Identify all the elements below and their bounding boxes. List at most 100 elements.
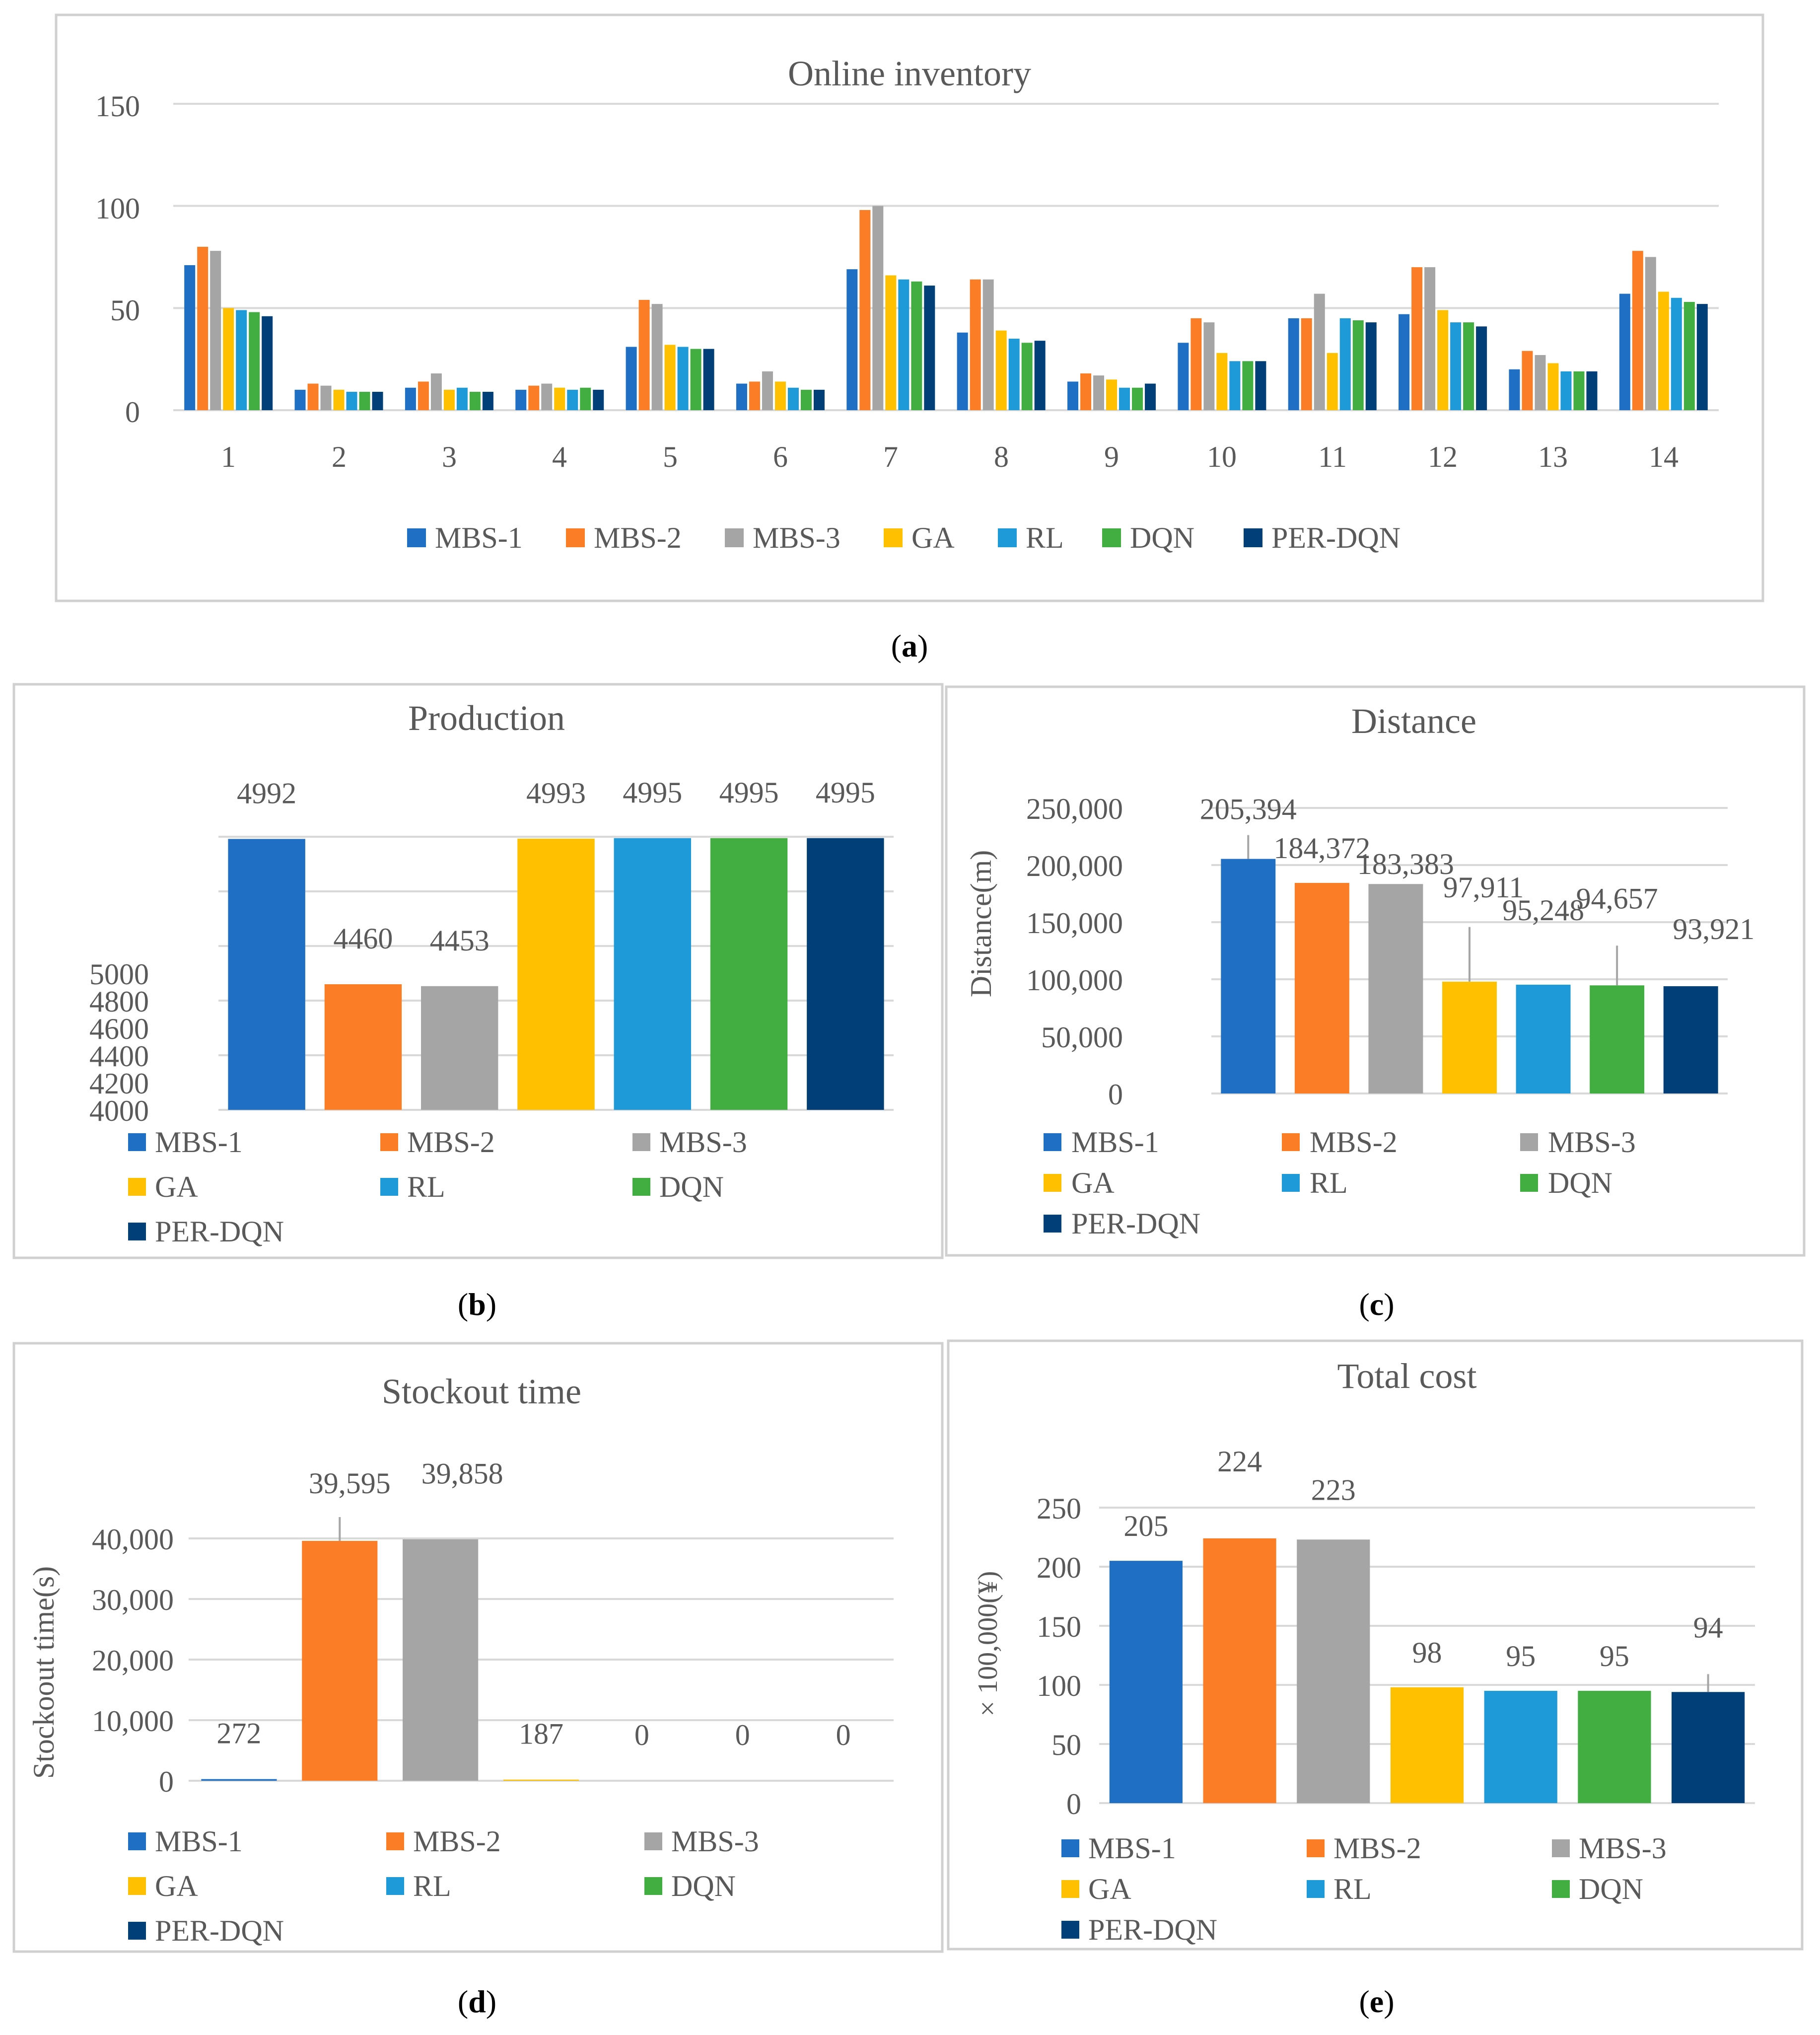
legend-label-mbs2: MBS-2 xyxy=(594,521,682,554)
bar-dqn-9 xyxy=(1132,388,1143,410)
bar-mbs2-7 xyxy=(859,210,870,410)
panel-b-frame xyxy=(14,684,942,1258)
bar-ga-14 xyxy=(1658,291,1669,410)
legend-swatch-mbs2 xyxy=(1282,1133,1300,1151)
legend-label-ga: GA xyxy=(911,521,955,554)
chart-a-ytick: 50 xyxy=(110,294,140,327)
bar-mbs2-14 xyxy=(1632,251,1643,410)
chart-c-ytick: 100,000 xyxy=(1026,964,1123,997)
bar-rl-13 xyxy=(1560,371,1571,410)
data-label-dqn: 95 xyxy=(1600,1640,1629,1672)
bar-mbs2 xyxy=(1203,1538,1276,1803)
data-label-dqn: 94,657 xyxy=(1576,882,1658,915)
bar-rl-4 xyxy=(567,390,578,410)
chart-d-ytick: 40,000 xyxy=(92,1523,174,1556)
legend-label-ga: GA xyxy=(1088,1873,1131,1905)
legend-swatch-mbs3 xyxy=(644,1832,662,1850)
data-label-ga: 98 xyxy=(1412,1636,1442,1669)
caption-a: (a) xyxy=(891,628,928,663)
bar-mbs3-3 xyxy=(431,373,442,410)
chart-a-xtick: 9 xyxy=(1104,440,1119,473)
bar-mbs3 xyxy=(403,1539,478,1781)
data-label-perdqn: 4995 xyxy=(816,776,875,809)
bar-mbs3 xyxy=(1297,1539,1370,1803)
bar-dqn-8 xyxy=(1022,343,1033,410)
chart-c-ytick: 150,000 xyxy=(1026,907,1123,940)
bar-mbs3-12 xyxy=(1424,267,1435,410)
bar-mbs3-1 xyxy=(210,251,221,410)
legend-swatch-rl xyxy=(1307,1880,1325,1898)
legend-label-rl: RL xyxy=(1026,521,1064,554)
chart-e-ytick: 150 xyxy=(1037,1610,1081,1643)
caption-b-letter: b xyxy=(468,1287,486,1322)
data-label-mbs1: 205 xyxy=(1123,1510,1168,1542)
chart-a-ytick: 100 xyxy=(95,192,140,225)
bar-dqn xyxy=(1578,1691,1651,1803)
legend-swatch-mbs1 xyxy=(128,1133,146,1151)
chart-a-xtick: 3 xyxy=(442,440,457,473)
bar-mbs3-10 xyxy=(1203,322,1214,410)
bar-dqn-10 xyxy=(1242,361,1253,410)
bar-perdqn-6 xyxy=(814,390,825,410)
chart-a-title: Online inventory xyxy=(788,54,1031,93)
bar-rl-6 xyxy=(788,388,799,410)
bar-perdqn xyxy=(1664,986,1718,1093)
legend-swatch-mbs3 xyxy=(725,528,744,547)
bar-mbs2-13 xyxy=(1522,351,1533,410)
data-label-mbs3: 39,858 xyxy=(421,1457,503,1490)
bar-mbs1-9 xyxy=(1067,381,1078,410)
legend-swatch-ga xyxy=(128,1877,146,1895)
bar-rl-2 xyxy=(347,392,357,410)
legend-swatch-ga xyxy=(884,528,903,547)
bar-ga-4 xyxy=(554,388,565,410)
chart-a-ytick: 150 xyxy=(95,90,140,123)
bar-ga-6 xyxy=(775,381,786,410)
bar-mbs2-5 xyxy=(639,300,650,410)
bar-mbs2-6 xyxy=(749,381,760,410)
bar-mbs3-9 xyxy=(1093,375,1104,410)
panel-c: Distance 0 50,000 100,000 150,000 200,00… xyxy=(946,687,1804,1322)
legend-swatch-ga xyxy=(1061,1880,1079,1898)
legend-swatch-rl xyxy=(386,1877,404,1895)
data-label-mbs2: 39,595 xyxy=(309,1467,391,1500)
bar-mbs2-9 xyxy=(1080,373,1091,410)
legend-label-mbs3: MBS-3 xyxy=(659,1126,747,1159)
bar-rl-9 xyxy=(1119,388,1130,410)
chart-e-ytick: 100 xyxy=(1037,1670,1081,1702)
bar-mbs1-11 xyxy=(1288,318,1299,410)
legend-label-mbs1: MBS-1 xyxy=(155,1825,243,1858)
bar-perdqn-7 xyxy=(924,286,935,410)
bar-rl-3 xyxy=(457,388,468,410)
chart-a-xtick: 6 xyxy=(773,440,788,473)
chart-c-ytick: 0 xyxy=(1108,1078,1123,1111)
bar-mbs1-7 xyxy=(846,269,857,410)
bar-mbs1-6 xyxy=(736,384,747,410)
bar-perdqn-12 xyxy=(1476,326,1487,410)
chart-a-ytick: 0 xyxy=(125,396,140,429)
legend-label-ga: GA xyxy=(155,1170,198,1203)
legend-label-mbs3: MBS-3 xyxy=(1579,1832,1667,1865)
bar-mbs1-13 xyxy=(1509,369,1520,410)
bar-mbs2-1 xyxy=(197,247,208,410)
chart-a-xtick: 13 xyxy=(1538,440,1568,473)
legend-label-dqn: DQN xyxy=(1548,1166,1612,1199)
legend-swatch-rl xyxy=(380,1178,398,1196)
bar-perdqn-11 xyxy=(1366,322,1377,410)
bar-dqn-1 xyxy=(249,312,260,410)
legend-swatch-mbs1 xyxy=(1044,1133,1061,1151)
data-label-perdqn: 0 xyxy=(836,1719,851,1751)
caption-d: (d) xyxy=(458,1984,496,2019)
legend-swatch-perdqn xyxy=(1044,1215,1061,1233)
bar-ga xyxy=(503,1780,579,1781)
legend-swatch-ga xyxy=(128,1178,146,1196)
data-label-perdqn: 93,921 xyxy=(1673,913,1754,945)
legend-swatch-mbs1 xyxy=(128,1832,146,1850)
legend-label-mbs1: MBS-1 xyxy=(1071,1126,1159,1159)
bar-dqn-14 xyxy=(1684,302,1695,410)
bar-rl-11 xyxy=(1340,318,1351,410)
bar-ga xyxy=(1442,982,1497,1093)
panel-a: Online inventory 0 50 100 150 1 2 3 4 5 … xyxy=(56,15,1763,663)
chart-e-ytick: 50 xyxy=(1051,1729,1081,1761)
data-label-mbs3: 4453 xyxy=(430,924,490,957)
bar-mbs3 xyxy=(1368,884,1423,1093)
